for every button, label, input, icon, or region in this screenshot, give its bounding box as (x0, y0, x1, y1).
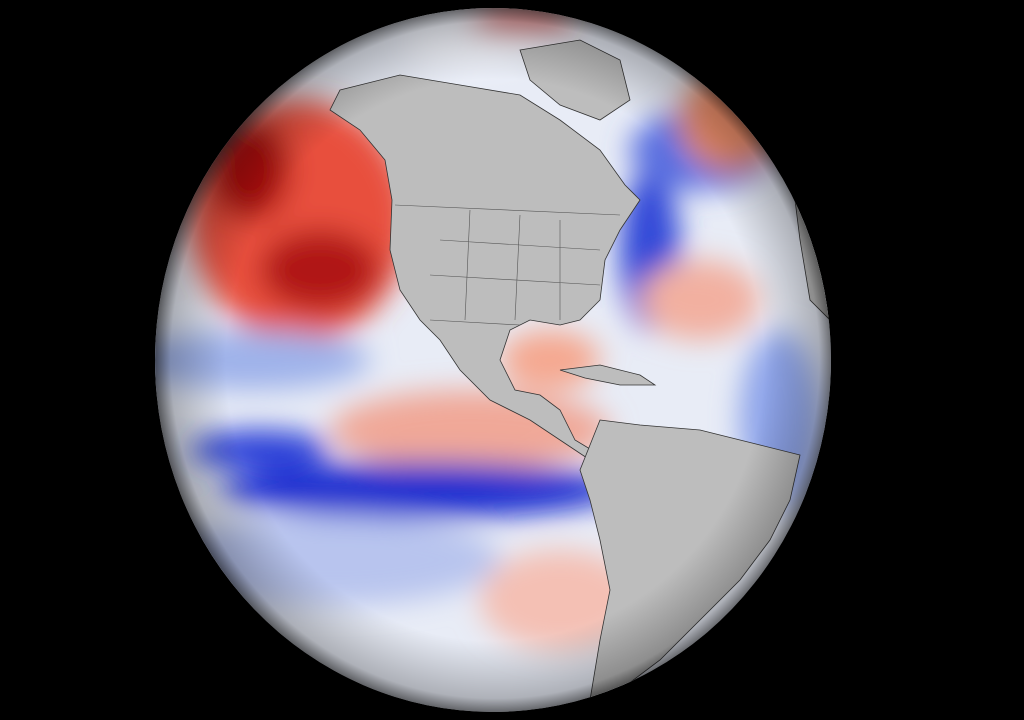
globe (155, 8, 831, 712)
limb-shading (155, 8, 831, 712)
